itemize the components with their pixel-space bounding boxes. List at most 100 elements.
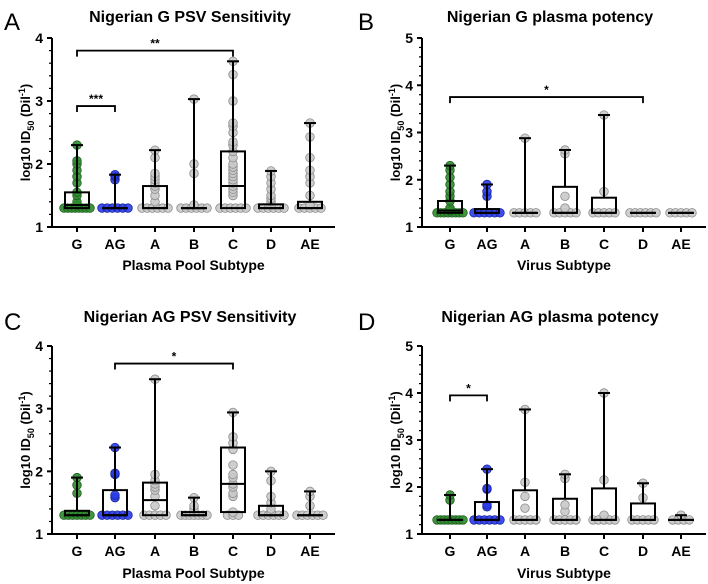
box-b bbox=[549, 469, 581, 525]
y-label-end: ) bbox=[18, 391, 33, 395]
bracket-line bbox=[114, 362, 234, 370]
y-tick-label: 1 bbox=[35, 219, 43, 235]
x-tick-label: B bbox=[560, 543, 570, 559]
data-point bbox=[228, 460, 238, 470]
y-label-main: log10 ID bbox=[18, 438, 33, 489]
y-label-main: log10 ID bbox=[18, 131, 33, 182]
y-tick-label: 2 bbox=[35, 156, 43, 172]
x-tick-label: A bbox=[520, 543, 530, 559]
y-tick-label: 1 bbox=[35, 526, 43, 542]
x-tick-label: G bbox=[445, 236, 456, 252]
significance-label: * bbox=[544, 83, 549, 97]
panel-letter: D bbox=[358, 309, 375, 336]
y-label-sub: 50 bbox=[26, 121, 36, 131]
y-label-end: ) bbox=[388, 391, 403, 395]
box-g bbox=[59, 140, 95, 213]
x-tick-label: G bbox=[72, 236, 83, 252]
x-tick-label: AG bbox=[105, 543, 126, 559]
x-tick-label: D bbox=[266, 236, 276, 252]
x-axis-title: Virus Subtype bbox=[517, 257, 611, 273]
bracket-line bbox=[449, 96, 644, 104]
y-label-main: log10 ID bbox=[388, 131, 403, 182]
y-tick-label: 1 bbox=[405, 526, 413, 542]
y-tick-label: 3 bbox=[405, 125, 413, 141]
y-tick-label: 4 bbox=[405, 77, 413, 93]
y-axis-label: log10 ID50 (Dil-1) bbox=[387, 84, 406, 182]
y-tick-label: 4 bbox=[405, 385, 413, 401]
chart-title: Nigerian AG PSV Sensitivity bbox=[84, 309, 297, 326]
y-tick-label: 3 bbox=[35, 93, 43, 109]
panel-c: C Nigerian AG PSV Sensitivity 1 2 3 4 log10 ID… bbox=[4, 309, 335, 581]
y-axis-label: log10 ID50 (Dil-1) bbox=[387, 391, 406, 489]
x-tick-label: B bbox=[189, 543, 199, 559]
panel-b: B Nigerian G plasma potency 1 2 3 4 5 log10 ID5… bbox=[358, 9, 706, 273]
x-tick-label: AE bbox=[671, 543, 690, 559]
significance-bracket: * bbox=[449, 83, 644, 104]
x-tick-label: C bbox=[599, 236, 609, 252]
box-d bbox=[625, 208, 661, 218]
x-tick-label: G bbox=[72, 543, 83, 559]
box-a bbox=[509, 133, 541, 218]
x-tick-label: AE bbox=[671, 236, 690, 252]
y-label-sub: 50 bbox=[26, 428, 36, 438]
x-axis-title: Plasma Pool Subtype bbox=[122, 257, 265, 273]
x-tick-label: B bbox=[189, 236, 199, 252]
box-c bbox=[215, 56, 251, 213]
x-tick-label: D bbox=[638, 236, 648, 252]
y-label-mid: (Dil bbox=[18, 96, 33, 121]
y-label-sup: -1 bbox=[387, 396, 397, 404]
box-b bbox=[549, 145, 581, 218]
box-ag bbox=[97, 170, 133, 213]
box-ae bbox=[292, 486, 328, 520]
box-ag bbox=[469, 179, 505, 218]
x-tick-label: A bbox=[150, 236, 160, 252]
y-tick-label: 1 bbox=[405, 219, 413, 235]
box-ae bbox=[665, 208, 697, 218]
y-label-sup: -1 bbox=[17, 396, 27, 404]
y-label-mid: (Dil bbox=[388, 96, 403, 121]
data-point bbox=[520, 491, 530, 502]
box-d bbox=[627, 478, 659, 525]
box-g bbox=[432, 490, 468, 525]
significance-label: *** bbox=[89, 92, 103, 106]
box-ae bbox=[294, 118, 326, 213]
y-tick-label: 4 bbox=[35, 30, 43, 46]
box-a bbox=[137, 145, 173, 213]
box-a bbox=[139, 374, 171, 520]
box-c bbox=[588, 388, 620, 525]
x-tick-label: AG bbox=[477, 543, 498, 559]
panel-letter: C bbox=[4, 309, 21, 336]
box-d bbox=[253, 466, 289, 520]
y-tick-label: 5 bbox=[405, 338, 413, 354]
y-tick-label: 3 bbox=[405, 432, 413, 448]
x-tick-label: AE bbox=[300, 543, 319, 559]
x-axis-title: Virus Subtype bbox=[517, 565, 611, 581]
x-tick-label: AE bbox=[300, 236, 319, 252]
box-ae bbox=[668, 510, 694, 525]
x-tick-label: D bbox=[638, 543, 648, 559]
box-a bbox=[509, 404, 541, 525]
y-tick-label: 2 bbox=[405, 172, 413, 188]
box-ag bbox=[469, 464, 505, 525]
x-axis-title: Plasma Pool Subtype bbox=[122, 565, 265, 581]
significance-bracket: * bbox=[449, 381, 488, 402]
bracket-line bbox=[76, 105, 116, 113]
bracket-line bbox=[449, 394, 488, 402]
panel-a: A Nigerian G PSV Sensitivity 1 2 3 4 log10 ID5… bbox=[4, 9, 335, 273]
significance-label: ** bbox=[150, 37, 160, 51]
box-ag bbox=[97, 442, 133, 520]
x-tick-label: C bbox=[599, 543, 609, 559]
x-tick-label: AG bbox=[477, 236, 498, 252]
panel-letter: A bbox=[4, 9, 20, 36]
x-tick-label: G bbox=[445, 543, 456, 559]
box-b bbox=[176, 94, 212, 213]
significance-label: * bbox=[172, 350, 177, 364]
x-tick-label: A bbox=[520, 236, 530, 252]
data-point bbox=[560, 191, 570, 201]
data-point bbox=[599, 510, 609, 520]
x-tick-label: C bbox=[228, 543, 238, 559]
y-label-end: ) bbox=[388, 84, 403, 88]
data-point bbox=[228, 469, 238, 480]
y-label-mid: (Dil bbox=[388, 404, 403, 429]
